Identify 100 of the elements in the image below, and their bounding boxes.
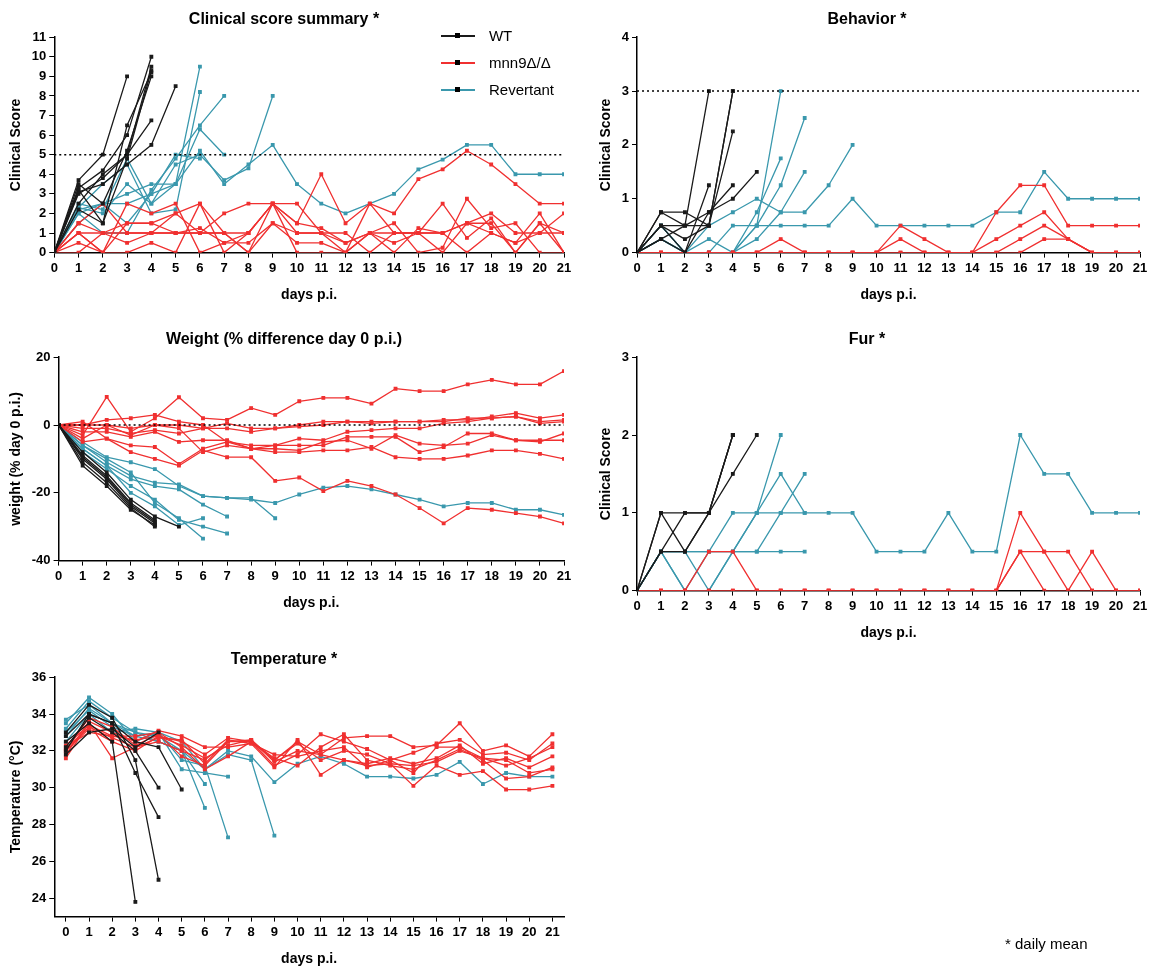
x-tick-label: 18 [484, 567, 500, 583]
x-tick-label: 17 [1036, 597, 1052, 613]
x-tick-label: 18 [475, 923, 491, 939]
x-tick-label: 21 [545, 923, 560, 939]
y-tick-label: 2 [39, 205, 47, 221]
x-tick-label: 19 [508, 259, 523, 275]
x-tick-label: 9 [848, 259, 857, 275]
x-tick-label: 12 [340, 567, 355, 583]
x-tick-label: 6 [196, 259, 204, 275]
x-axis-title: days p.i. [860, 286, 917, 303]
y-tick-label: 7 [39, 107, 47, 123]
x-tick-label: 16 [435, 259, 450, 275]
y-tick-label: 1 [39, 224, 47, 240]
y-tick-label: 0 [39, 244, 47, 260]
x-tick-label: 19 [1084, 597, 1100, 613]
x-tick-label: 2 [681, 259, 689, 275]
x-tick-label: 10 [869, 259, 884, 275]
x-tick-label: 5 [753, 597, 761, 613]
x-axis-title: days p.i. [283, 594, 340, 611]
x-tick-label: 11 [316, 567, 331, 583]
x-tick-label: 4 [729, 259, 738, 275]
x-tick-label: 11 [893, 597, 908, 613]
x-tick-label: 2 [681, 597, 689, 613]
x-tick-label: 3 [705, 259, 713, 275]
y-tick-label: 2 [621, 136, 630, 152]
y-axis-title: Temperature (°C) [7, 740, 24, 854]
x-tick-label: 1 [74, 259, 83, 275]
x-tick-label: 10 [869, 597, 884, 613]
y-tick-label: 36 [31, 668, 47, 684]
x-tick-label: 18 [1060, 597, 1076, 613]
x-tick-label: 9 [269, 259, 277, 275]
chart-title: Behavior * [827, 10, 908, 28]
x-tick-label: 16 [436, 567, 451, 583]
x-tick-label: 15 [412, 567, 427, 583]
x-tick-label: 5 [172, 259, 180, 275]
x-tick-label: 10 [290, 923, 305, 939]
y-axis-title: Clinical Score [7, 98, 24, 192]
x-tick-label: 3 [123, 259, 131, 275]
x-tick-label: 4 [147, 259, 156, 275]
x-tick-label: 7 [223, 567, 231, 583]
x-tick-label: 21 [1132, 259, 1148, 275]
x-tick-label: 20 [1108, 597, 1124, 613]
x-tick-label: 20 [532, 259, 547, 275]
x-tick-label: 14 [386, 259, 403, 275]
chart-title: Clinical score summary * [188, 10, 380, 28]
x-tick-label: 5 [178, 923, 186, 939]
y-tick-label: 2 [621, 426, 630, 442]
x-tick-label: 15 [411, 259, 426, 275]
x-tick-label: 20 [1108, 259, 1124, 275]
x-tick-label: 13 [364, 567, 379, 583]
y-tick-label: 34 [31, 705, 48, 721]
x-tick-label: 11 [314, 259, 329, 275]
x-tick-label: 8 [247, 923, 255, 939]
x-tick-label: 13 [362, 259, 378, 275]
y-tick-label: 11 [32, 28, 47, 44]
x-tick-label: 11 [313, 923, 328, 939]
x-tick-label: 4 [729, 597, 738, 613]
x-tick-label: 9 [270, 923, 278, 939]
x-tick-label: 7 [801, 259, 809, 275]
x-tick-label: 21 [556, 259, 572, 275]
x-tick-label: 2 [99, 259, 107, 275]
x-tick-label: 6 [201, 923, 209, 939]
x-tick-label: 13 [359, 923, 375, 939]
legend-label: mnn9Δ/Δ [488, 54, 551, 72]
x-tick-label: 19 [1084, 259, 1100, 275]
y-tick-label: 6 [39, 126, 47, 142]
y-tick-label: 0 [621, 582, 630, 598]
y-tick-label: 20 [36, 348, 51, 364]
x-tick-label: 1 [79, 567, 87, 583]
x-tick-label: 9 [271, 567, 279, 583]
x-tick-label: 3 [705, 597, 713, 613]
x-tick-label: 14 [382, 923, 399, 939]
y-tick-label: 28 [31, 816, 47, 832]
x-tick-label: 19 [508, 567, 524, 583]
y-axis-title: Clinical Score [597, 98, 614, 192]
y-tick-label: 24 [31, 889, 48, 905]
chart-title: Temperature * [230, 650, 338, 668]
x-tick-label: 1 [657, 597, 665, 613]
y-tick-label: 4 [621, 28, 630, 44]
x-tick-label: 11 [893, 259, 908, 275]
x-tick-label: 12 [917, 259, 932, 275]
legend-label: WT [488, 27, 513, 45]
x-tick-label: 17 [1036, 259, 1052, 275]
x-axis-title: days p.i. [281, 950, 338, 967]
y-tick-label: 0 [43, 416, 51, 432]
y-tick-label: 9 [39, 67, 47, 83]
y-tick-label: 4 [39, 165, 48, 181]
y-axis-title: weight (% day 0 p.i.) [7, 392, 24, 527]
x-tick-label: 17 [452, 923, 467, 939]
x-tick-label: 0 [54, 567, 63, 583]
x-tick-label: 18 [1060, 259, 1076, 275]
text: * daily mean [1005, 935, 1088, 952]
y-tick-label: 26 [31, 852, 47, 868]
y-tick-label: -20 [31, 484, 51, 500]
x-tick-label: 12 [917, 597, 932, 613]
x-tick-label: 13 [941, 597, 956, 613]
x-tick-label: 5 [753, 259, 761, 275]
x-tick-label: 1 [85, 923, 93, 939]
y-tick-label: 1 [621, 504, 630, 520]
x-tick-label: 17 [459, 259, 475, 275]
